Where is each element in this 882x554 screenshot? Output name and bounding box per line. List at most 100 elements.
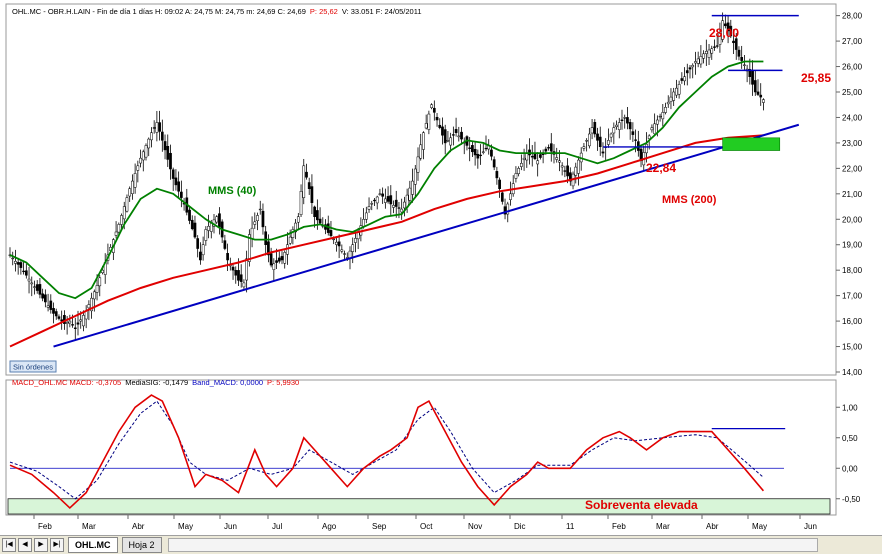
- candle-body: [666, 101, 670, 105]
- candle-body: [27, 278, 31, 282]
- candle-body: [316, 210, 319, 221]
- candle-body: [120, 215, 123, 225]
- last-sheet-button[interactable]: ▶|: [50, 538, 64, 552]
- candle-body: [305, 171, 308, 178]
- price-tick-label: 15,00: [842, 343, 863, 352]
- candle-body: [413, 168, 417, 185]
- candle-body: [476, 153, 480, 159]
- candle-body: [11, 257, 15, 260]
- price-tick-label: 17,00: [842, 292, 863, 301]
- candle-body: [620, 119, 624, 121]
- candle-body: [541, 153, 545, 155]
- candle-body: [411, 180, 414, 195]
- candle-body: [699, 56, 703, 65]
- candle-body: [694, 61, 697, 64]
- target-zone: [722, 137, 781, 151]
- candle-body: [158, 122, 161, 132]
- candle-body: [656, 119, 659, 125]
- candle-body: [544, 148, 548, 152]
- candle-body: [35, 284, 39, 291]
- candle-body: [558, 160, 561, 163]
- candle-body: [661, 112, 665, 120]
- candle-body: [484, 147, 488, 150]
- macd-header-p: P: 5,9930: [267, 378, 299, 387]
- candle-body: [223, 240, 227, 249]
- candle-body: [294, 222, 297, 233]
- candle-body: [166, 146, 170, 160]
- candle-body: [79, 319, 83, 322]
- candle-body: [454, 129, 458, 133]
- price-tick-label: 28,00: [842, 12, 863, 21]
- x-tick-label: May: [178, 522, 193, 531]
- candle-body: [283, 252, 287, 264]
- candle-body: [438, 124, 442, 128]
- candle-body: [443, 129, 447, 144]
- mms40-label: MMS (40): [208, 185, 257, 197]
- tab-hoja-2[interactable]: Hoja 2: [121, 537, 162, 553]
- candle-body: [46, 305, 50, 308]
- candle-body: [460, 131, 463, 140]
- chart-canvas[interactable]: OHL.MC - OBR.H.LAIN - Fin de día 1 días …: [0, 0, 882, 535]
- candle-body: [525, 152, 529, 161]
- next-sheet-button[interactable]: ▶: [34, 538, 48, 552]
- prev-sheet-button[interactable]: ◀: [18, 538, 32, 552]
- candle-body: [530, 156, 534, 158]
- candle-body: [533, 154, 537, 160]
- price-tick-label: 21,00: [842, 190, 863, 199]
- signal-line: [9, 400, 764, 500]
- candle-body: [296, 216, 300, 223]
- candle-body: [422, 132, 425, 150]
- candle-body: [653, 123, 656, 135]
- candle-body: [707, 49, 711, 58]
- candle-body: [90, 297, 93, 312]
- candle-body: [147, 138, 151, 149]
- candle-body: [22, 270, 25, 273]
- status-badge[interactable]: [9, 360, 57, 373]
- candle-body: [329, 230, 333, 237]
- candle-body: [14, 261, 17, 264]
- candle-body: [628, 122, 632, 130]
- candle-body: [24, 270, 28, 276]
- candle-body: [231, 266, 235, 271]
- level-2585-label: 25,85: [801, 71, 831, 85]
- candle-body: [743, 64, 746, 66]
- candle-body: [677, 84, 681, 95]
- candle-body: [713, 46, 716, 48]
- x-tick-label: Dic: [514, 522, 526, 531]
- candle-body: [139, 157, 142, 164]
- macd-header-signal: MediaSIG: -0,1479: [125, 378, 188, 387]
- candle-body: [737, 49, 741, 57]
- candle-body: [174, 177, 178, 186]
- candles: [8, 12, 765, 340]
- candle-body: [403, 201, 406, 209]
- candle-body: [193, 222, 197, 238]
- candle-body: [647, 135, 651, 139]
- candle-body: [522, 157, 526, 160]
- candle-body: [343, 253, 346, 255]
- candle-body: [30, 282, 34, 285]
- candle-body: [65, 322, 69, 324]
- candle-body: [82, 315, 85, 327]
- candle-body: [370, 203, 374, 205]
- candle-body: [199, 251, 202, 261]
- candle-body: [49, 300, 53, 310]
- level-28-label: 28,00: [709, 26, 739, 40]
- horizontal-scrollbar[interactable]: [167, 538, 818, 552]
- mms200-line: [9, 134, 764, 348]
- candle-body: [128, 188, 132, 197]
- candle-body: [362, 219, 365, 227]
- candle-body: [748, 69, 752, 77]
- candle-body: [495, 171, 499, 179]
- candle-body: [539, 154, 542, 158]
- x-tick-label: May: [752, 522, 767, 531]
- candle-body: [500, 192, 504, 202]
- first-sheet-button[interactable]: |◀: [2, 538, 16, 552]
- candle-body: [756, 91, 760, 95]
- candle-body: [188, 209, 191, 221]
- oversold-band: [7, 498, 831, 515]
- price-tick-label: 18,00: [842, 266, 863, 275]
- tab-ohl-mc[interactable]: OHL.MC: [68, 537, 118, 553]
- candle-body: [549, 143, 553, 152]
- candle-body: [590, 127, 594, 134]
